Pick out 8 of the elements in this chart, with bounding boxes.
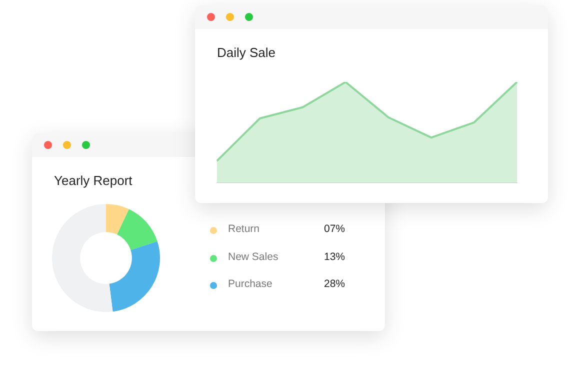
legend-label: Return (228, 223, 260, 235)
data-label: 13% (324, 250, 346, 262)
data-label: 07% (324, 223, 346, 235)
legend-label: New Sales (228, 250, 278, 262)
chart-title: Daily Sale (217, 45, 276, 60)
chart-title: Yearly Report (54, 173, 132, 188)
data-label: 28% (324, 278, 346, 290)
legend-label: Purchase (228, 278, 272, 290)
